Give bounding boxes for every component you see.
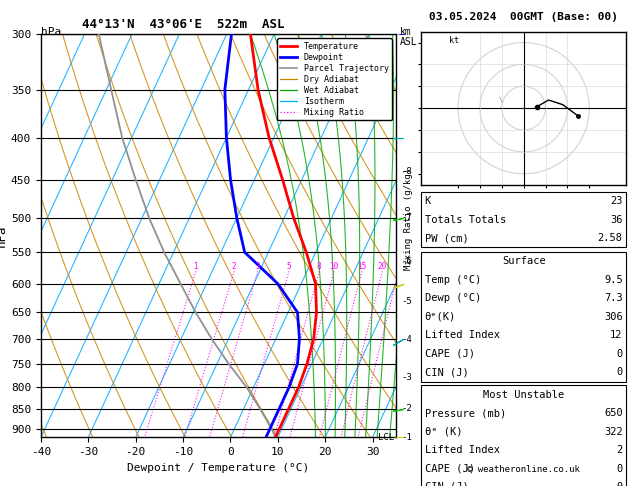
- Text: 12: 12: [610, 330, 623, 340]
- Text: Temp (°C): Temp (°C): [425, 275, 481, 285]
- Text: Dewp (°C): Dewp (°C): [425, 294, 481, 303]
- Text: © weatheronline.co.uk: © weatheronline.co.uk: [467, 465, 580, 474]
- Text: 650: 650: [604, 408, 623, 418]
- Text: 15: 15: [357, 262, 367, 271]
- Text: Lifted Index: Lifted Index: [425, 445, 499, 455]
- Text: -7: -7: [401, 213, 412, 223]
- Text: 23: 23: [610, 196, 623, 206]
- Text: PW (cm): PW (cm): [425, 233, 469, 243]
- Text: 7.3: 7.3: [604, 294, 623, 303]
- Text: LCL: LCL: [378, 433, 394, 442]
- Text: 3: 3: [255, 262, 260, 271]
- Text: Surface: Surface: [502, 257, 545, 266]
- Text: θᵉ (K): θᵉ (K): [425, 427, 462, 436]
- Text: K: K: [425, 196, 431, 206]
- Text: 0: 0: [616, 367, 623, 377]
- Text: CAPE (J): CAPE (J): [425, 464, 474, 473]
- Text: -3: -3: [401, 373, 412, 382]
- Text: 2.58: 2.58: [598, 233, 623, 243]
- Text: 9.5: 9.5: [604, 275, 623, 285]
- Text: kt: kt: [449, 35, 459, 45]
- X-axis label: Dewpoint / Temperature (°C): Dewpoint / Temperature (°C): [128, 463, 309, 473]
- Text: 5: 5: [287, 262, 291, 271]
- Text: -1: -1: [401, 433, 412, 442]
- Text: 0: 0: [616, 482, 623, 486]
- Text: 03.05.2024  00GMT (Base: 00): 03.05.2024 00GMT (Base: 00): [429, 12, 618, 22]
- Text: 322: 322: [604, 427, 623, 436]
- Text: -6: -6: [401, 258, 412, 266]
- Text: \: \: [499, 98, 503, 104]
- Text: CAPE (J): CAPE (J): [425, 349, 474, 359]
- Text: 44°13'N  43°06'E  522m  ASL: 44°13'N 43°06'E 522m ASL: [82, 18, 284, 32]
- Text: 36: 36: [610, 215, 623, 225]
- Legend: Temperature, Dewpoint, Parcel Trajectory, Dry Adiabat, Wet Adiabat, Isotherm, Mi: Temperature, Dewpoint, Parcel Trajectory…: [277, 38, 392, 121]
- Text: Most Unstable: Most Unstable: [483, 390, 564, 399]
- Text: km
ASL: km ASL: [400, 27, 418, 47]
- Text: -4: -4: [401, 334, 412, 344]
- Text: θᵉ(K): θᵉ(K): [425, 312, 456, 322]
- Text: 306: 306: [604, 312, 623, 322]
- Text: Totals Totals: Totals Totals: [425, 215, 506, 225]
- Text: Mixing Ratio (g/kg): Mixing Ratio (g/kg): [404, 168, 413, 270]
- Text: 8: 8: [317, 262, 321, 271]
- Text: Lifted Index: Lifted Index: [425, 330, 499, 340]
- Text: 0: 0: [616, 464, 623, 473]
- Text: 2: 2: [616, 445, 623, 455]
- Text: 1: 1: [194, 262, 198, 271]
- Text: -8: -8: [401, 167, 412, 176]
- Text: 10: 10: [330, 262, 339, 271]
- Text: hPa: hPa: [41, 27, 61, 37]
- Text: -5: -5: [401, 296, 412, 306]
- Text: CIN (J): CIN (J): [425, 482, 469, 486]
- Text: -2: -2: [401, 404, 412, 414]
- Text: 0: 0: [616, 349, 623, 359]
- Text: 20: 20: [377, 262, 387, 271]
- Text: Pressure (mb): Pressure (mb): [425, 408, 506, 418]
- Text: CIN (J): CIN (J): [425, 367, 469, 377]
- Text: 2: 2: [232, 262, 237, 271]
- Y-axis label: hPa: hPa: [0, 225, 8, 247]
